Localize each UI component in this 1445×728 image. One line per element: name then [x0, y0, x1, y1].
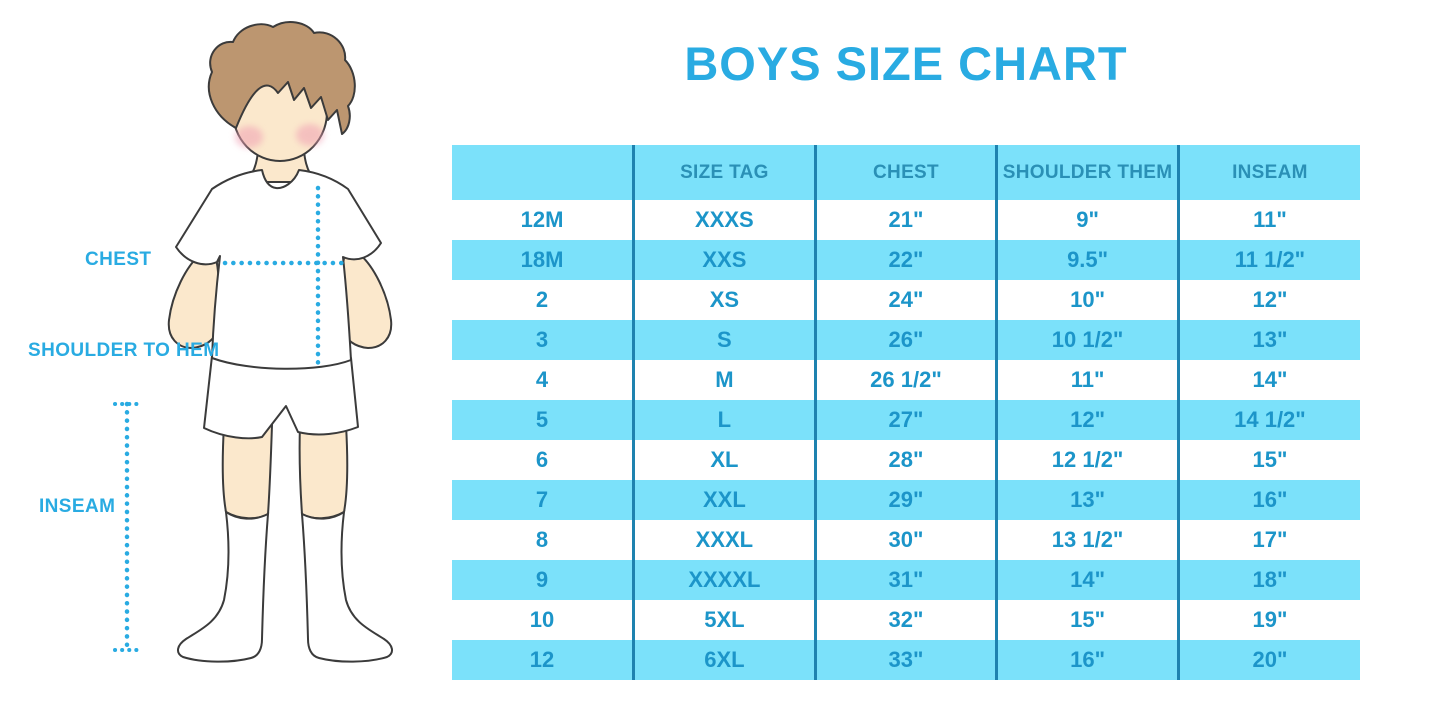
- table-cell: XXL: [632, 480, 816, 520]
- table-cell: 20": [1176, 640, 1360, 680]
- table-cell: 6XL: [632, 640, 816, 680]
- table-cell: 9": [995, 200, 1179, 240]
- left-arm: [167, 250, 221, 350]
- hair: [207, 21, 356, 135]
- table-cell: 12M: [452, 200, 634, 240]
- table-cell: 12": [995, 400, 1179, 440]
- table-cell: XXXS: [632, 200, 816, 240]
- table-cell: 11": [995, 360, 1179, 400]
- table-cell: 26 1/2": [813, 360, 997, 400]
- table-cell: 11": [1176, 200, 1360, 240]
- table-cell: XS: [632, 280, 816, 320]
- inseam-label: INSEAM: [39, 496, 116, 517]
- table-cell: 14": [1176, 360, 1360, 400]
- column-header: SIZE TAG: [632, 145, 816, 200]
- table-cell: 28": [813, 440, 997, 480]
- table-cell: 19": [1176, 600, 1360, 640]
- column-header: SHOULDER THEM: [995, 145, 1179, 200]
- chest-label: CHEST: [85, 249, 152, 270]
- table-cell: XXS: [632, 240, 816, 280]
- boy-measurement-diagram: CHEST SHOULDER TO HEM INSEAM: [0, 0, 452, 723]
- table-row: 18M XXS 22" 9.5" 11 1/2": [452, 240, 1360, 280]
- table-row: 10 5XL 32" 15" 19": [452, 600, 1360, 640]
- table-cell: 15": [995, 600, 1179, 640]
- table-cell: L: [632, 400, 816, 440]
- size-table: SIZE TAG CHEST SHOULDER THEM INSEAM 12M XXXS…: [452, 145, 1360, 680]
- table-cell: 12": [1176, 280, 1360, 320]
- table-cell: 10": [995, 280, 1179, 320]
- table-cell: 16": [1176, 480, 1360, 520]
- table-row: 7 XXL 29" 13" 16": [452, 480, 1360, 520]
- table-cell: 32": [813, 600, 997, 640]
- column-header: [452, 145, 634, 200]
- t-shirt: [175, 169, 382, 370]
- table-cell: 24": [813, 280, 997, 320]
- column-header: CHEST: [813, 145, 997, 200]
- table-cell: XXXXL: [632, 560, 816, 600]
- table-cell: 31": [813, 560, 997, 600]
- table-cell: XXXL: [632, 520, 816, 560]
- table-row: 5 L 27" 12" 14 1/2": [452, 400, 1360, 440]
- size-table-body: 12M XXXS 21" 9" 11" 18M XXS 22" 9.5" 11 1/2" 2 XS 24…: [452, 200, 1360, 680]
- table-cell: M: [632, 360, 816, 400]
- table-cell: 12 1/2": [995, 440, 1179, 480]
- table-cell: 13 1/2": [995, 520, 1179, 560]
- table-cell: 5: [452, 400, 634, 440]
- table-cell: 10 1/2": [995, 320, 1179, 360]
- table-cell: XL: [632, 440, 816, 480]
- table-row: 12M XXXS 21" 9" 11": [452, 200, 1360, 240]
- table-cell: 17": [1176, 520, 1360, 560]
- table-cell: S: [632, 320, 816, 360]
- table-row: 12 6XL 33" 16" 20": [452, 640, 1360, 680]
- table-cell: 18M: [452, 240, 634, 280]
- table-cell: 22": [813, 240, 997, 280]
- table-cell: 26": [813, 320, 997, 360]
- table-cell: 21": [813, 200, 997, 240]
- table-cell: 30": [813, 520, 997, 560]
- table-cell: 33": [813, 640, 997, 680]
- left-cheek: [235, 126, 263, 148]
- table-cell: 12: [452, 640, 634, 680]
- table-row: 9 XXXXL 31" 14" 18": [452, 560, 1360, 600]
- shorts: [203, 355, 359, 440]
- table-row: 2 XS 24" 10" 12": [452, 280, 1360, 320]
- boy-illustration: [113, 21, 393, 663]
- table-row: 6 XL 28" 12 1/2" 15": [452, 440, 1360, 480]
- table-cell: 7: [452, 480, 634, 520]
- table-cell: 18": [1176, 560, 1360, 600]
- left-sock: [177, 509, 270, 663]
- table-cell: 8: [452, 520, 634, 560]
- table-cell: 9: [452, 560, 634, 600]
- table-cell: 14 1/2": [1176, 400, 1360, 440]
- table-cell: 13": [995, 480, 1179, 520]
- table-cell: 29": [813, 480, 997, 520]
- table-row: 4 M 26 1/2" 11" 14": [452, 360, 1360, 400]
- header-row: SIZE TAG CHEST SHOULDER THEM INSEAM: [452, 145, 1360, 200]
- table-cell: 16": [995, 640, 1179, 680]
- column-header: INSEAM: [1176, 145, 1360, 200]
- table-cell: 13": [1176, 320, 1360, 360]
- table-cell: 9.5": [995, 240, 1179, 280]
- table-cell: 3: [452, 320, 634, 360]
- right-thigh: [298, 424, 349, 520]
- table-cell: 5XL: [632, 600, 816, 640]
- page-title: BOYS SIZE CHART: [684, 37, 1128, 90]
- table-cell: 2: [452, 280, 634, 320]
- table-cell: 6: [452, 440, 634, 480]
- table-cell: 4: [452, 360, 634, 400]
- table-row: 3 S 26" 10 1/2" 13": [452, 320, 1360, 360]
- right-cheek: [296, 124, 324, 146]
- shoulder-to-hem-label: SHOULDER TO HEM: [28, 340, 220, 361]
- table-row: 8 XXXL 30" 13 1/2" 17": [452, 520, 1360, 560]
- table-cell: 15": [1176, 440, 1360, 480]
- table-cell: 11 1/2": [1176, 240, 1360, 280]
- table-cell: 10: [452, 600, 634, 640]
- table-cell: 14": [995, 560, 1179, 600]
- right-sock: [300, 509, 393, 663]
- table-cell: 27": [813, 400, 997, 440]
